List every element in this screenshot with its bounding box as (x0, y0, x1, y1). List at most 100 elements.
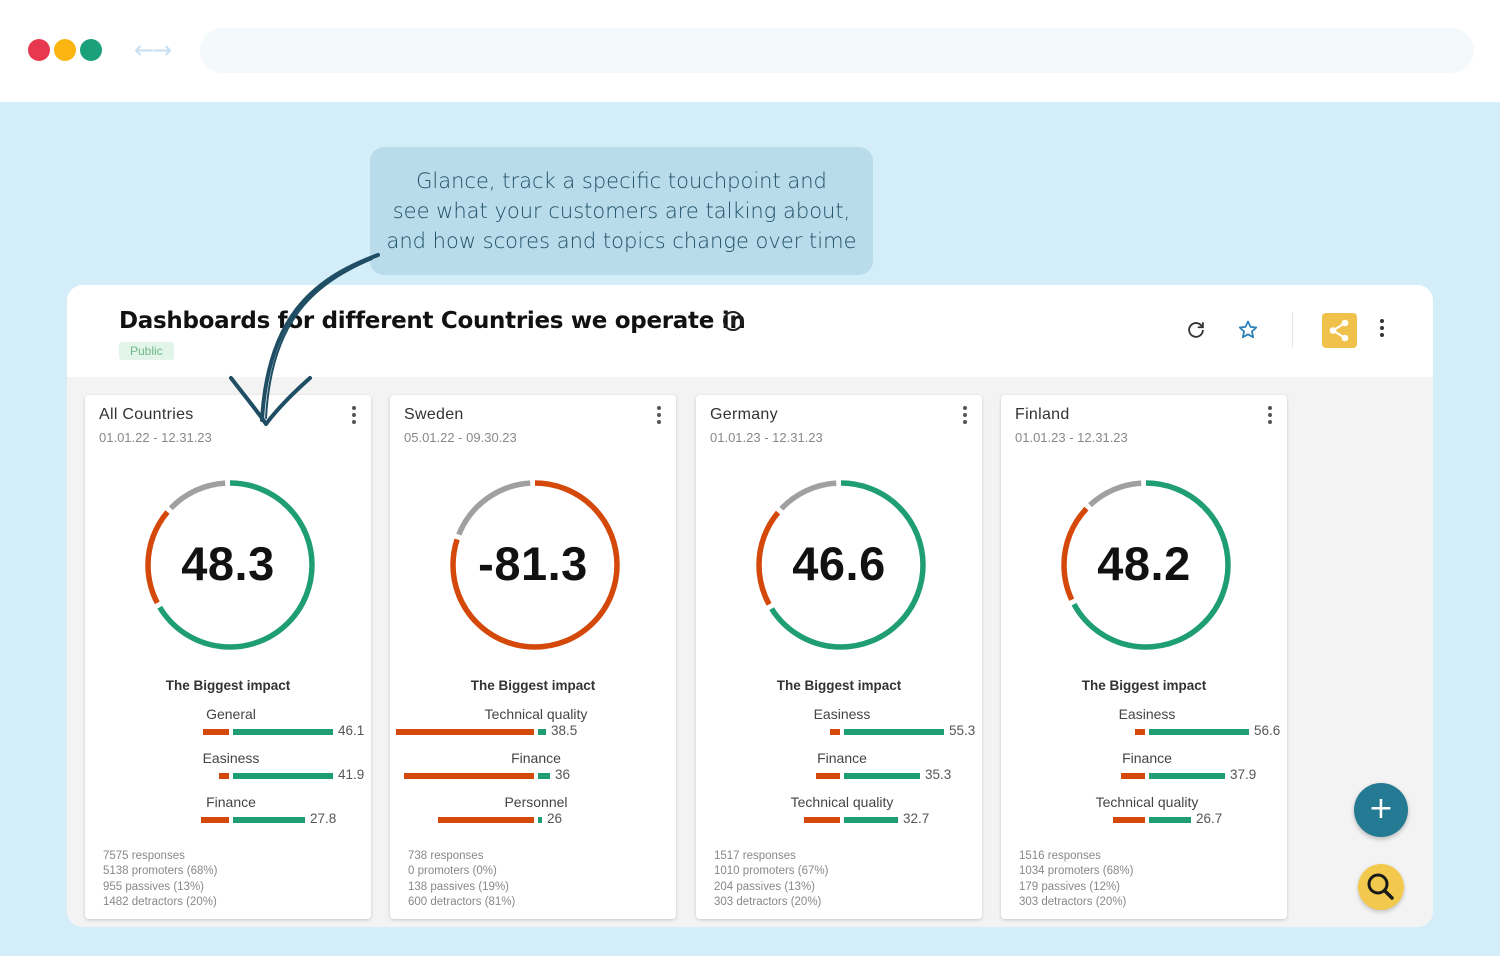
browser-chrome: ←→ (0, 0, 1500, 102)
address-bar[interactable] (200, 28, 1474, 73)
stat-line: 138 passives (19%) (408, 880, 509, 893)
window-minimize-dot[interactable] (54, 39, 76, 61)
country-card[interactable]: Germany 01.01.23 - 12.31.23 46.6 The Bigges… (696, 395, 982, 919)
driver-label: General (206, 706, 256, 722)
driver-label: Easiness (202, 750, 260, 766)
card-more-icon[interactable] (1265, 406, 1275, 426)
driver-detractor-bar (404, 773, 534, 779)
gauge-detractors-segment (145, 480, 315, 650)
driver-label: Finance (206, 794, 256, 810)
visibility-badge: Public (119, 342, 174, 360)
stat-line: 738 responses (408, 850, 484, 862)
country-card[interactable]: Finland 01.01.23 - 12.31.23 48.2 The Bigges… (1001, 395, 1287, 919)
nps-score: 46.6 (792, 537, 886, 590)
driver-value: 27.8 (310, 811, 337, 826)
nps-gauge (1061, 480, 1231, 650)
card-date-range: 01.01.22 - 12.31.23 (99, 430, 212, 445)
search-button[interactable] (1358, 864, 1404, 910)
card-date-range: 01.01.23 - 12.31.23 (1015, 430, 1128, 445)
card-stats: 1516 responses 1034 promoters (68%) 179 pa… (1019, 849, 1133, 911)
stat-line: 1516 responses (1019, 850, 1101, 862)
country-card[interactable]: Sweden 05.01.22 - 09.30.23 -81.3 The Bigges… (390, 395, 676, 919)
driver-promoter-bar (1149, 817, 1191, 823)
card-title: All Countries (99, 406, 194, 423)
card-more-icon[interactable] (960, 406, 970, 426)
toolbar-divider (1292, 312, 1293, 348)
card-date-range: 05.01.22 - 09.30.23 (404, 430, 517, 445)
driver-promoter-bar (538, 729, 546, 735)
driver-detractor-bar (1121, 773, 1145, 779)
stat-line: 600 detractors (81%) (408, 896, 516, 909)
nps-gauge (756, 480, 926, 650)
stat-line: 0 promoters (0%) (408, 865, 497, 878)
driver-value: 41.9 (338, 767, 365, 782)
stat-line: 7575 responses (103, 850, 185, 862)
nav-arrows-icon[interactable]: ←→ (134, 36, 172, 64)
stat-line: 1010 promoters (67%) (714, 865, 829, 878)
card-stats: 1517 responses 1010 promoters (67%) 204 pa… (714, 849, 828, 911)
share-icon (1329, 319, 1349, 342)
nps-score: 48.2 (1097, 537, 1191, 590)
driver-detractor-bar (804, 817, 840, 823)
driver-promoter-bar (844, 729, 944, 735)
window-close-dot[interactable] (28, 39, 50, 61)
driver-detractor-bar (1135, 729, 1145, 735)
driver-label: Easiness (813, 706, 871, 722)
stat-line: 1517 responses (714, 850, 796, 862)
impact-title: The Biggest impact (1081, 678, 1207, 693)
driver-promoter-bar (844, 817, 898, 823)
stat-line: 179 passives (12%) (1019, 880, 1120, 893)
driver-detractor-bar (396, 729, 534, 735)
driver-value: 56.6 (1254, 723, 1281, 738)
driver-detractor-bar (219, 773, 229, 779)
driver-label: Finance (1122, 750, 1172, 766)
stat-line: 204 passives (13%) (714, 880, 815, 893)
driver-value: 55.3 (949, 723, 976, 738)
driver-promoter-bar (233, 729, 333, 735)
search-icon (1367, 873, 1394, 900)
callout-line: and how scores and topics change over ti… (386, 229, 857, 253)
nps-score: -81.3 (478, 537, 588, 590)
driver-value: 38.5 (551, 723, 578, 738)
driver-label: Technical quality (1095, 794, 1199, 810)
more-vertical-icon[interactable] (1373, 319, 1391, 343)
card-stats: 7575 responses 5138 promoters (68%) 955 pa… (103, 849, 217, 911)
country-card[interactable]: All Countries 01.01.22 - 12.31.23 48.3 The … (85, 395, 371, 919)
driver-value: 32.7 (903, 811, 930, 826)
driver-promoter-bar (538, 817, 542, 823)
driver-detractor-bar (816, 773, 840, 779)
driver-value: 46.1 (338, 723, 365, 738)
refresh-icon[interactable] (1183, 317, 1209, 343)
driver-promoter-bar (538, 773, 550, 779)
gauge-promoters-segment (1061, 480, 1231, 650)
star-icon[interactable] (1235, 317, 1261, 343)
card-stats: 738 responses 0 promoters (0%) 138 passive… (408, 849, 515, 911)
nps-gauge (450, 480, 620, 650)
impact-title: The Biggest impact (165, 678, 291, 693)
driver-promoter-bar (1149, 773, 1225, 779)
window-maximize-dot[interactable] (80, 39, 102, 61)
stat-line: 303 detractors (20%) (714, 896, 822, 909)
card-title: Finland (1015, 406, 1070, 423)
driver-label: Finance (511, 750, 561, 766)
impact-title: The Biggest impact (470, 678, 596, 693)
driver-value: 36 (555, 767, 571, 782)
dashboard-header: Dashboards for different Countries we op… (67, 285, 1433, 377)
dashboard-title: Dashboards for different Countries we op… (119, 308, 746, 334)
share-button[interactable] (1322, 313, 1357, 348)
add-button[interactable]: + (1354, 783, 1408, 837)
nps-gauge (145, 480, 315, 650)
driver-label: Personnel (504, 794, 568, 810)
driver-promoter-bar (233, 773, 333, 779)
impact-title: The Biggest impact (776, 678, 902, 693)
gauge-promoters-segment (756, 480, 926, 650)
info-icon[interactable]: i (723, 311, 743, 331)
driver-promoter-bar (233, 817, 305, 823)
driver-detractor-bar (203, 729, 229, 735)
card-date-range: 01.01.23 - 12.31.23 (710, 430, 823, 445)
driver-value: 35.3 (925, 767, 952, 782)
card-more-icon[interactable] (349, 406, 359, 426)
stat-line: 1482 detractors (20%) (103, 896, 217, 909)
card-more-icon[interactable] (654, 406, 664, 426)
driver-detractor-bar (830, 729, 840, 735)
